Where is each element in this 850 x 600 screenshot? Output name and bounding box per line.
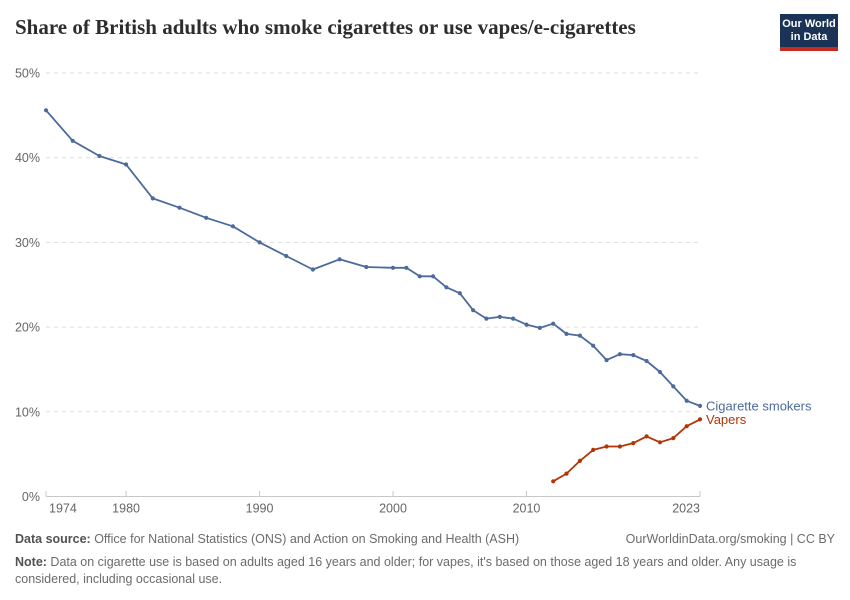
y-axis-tick-label: 40% bbox=[15, 151, 40, 165]
series-point-vapers bbox=[644, 434, 649, 439]
series-point-cigarette-smokers bbox=[457, 291, 462, 296]
y-axis-tick-label: 50% bbox=[15, 67, 40, 81]
series-point-cigarette-smokers bbox=[657, 369, 663, 375]
series-point-cigarette-smokers bbox=[257, 240, 262, 245]
series-point-cigarette-smokers bbox=[390, 265, 396, 270]
series-point-cigarette-smokers bbox=[497, 314, 502, 319]
series-point-cigarette-smokers bbox=[671, 384, 676, 389]
owid-license-link[interactable]: OurWorldinData.org/smoking | CC BY bbox=[625, 532, 835, 546]
series-point-vapers bbox=[577, 458, 583, 463]
series-line-vapers bbox=[552, 418, 701, 483]
series-point-cigarette-smokers bbox=[510, 316, 516, 321]
series-point-cigarette-smokers bbox=[444, 285, 449, 290]
x-axis-tick-label: 2023 bbox=[672, 502, 700, 516]
owid-logo-line2: in Data bbox=[790, 31, 828, 43]
series-label-cigarette-smokers[interactable]: Cigarette smokers bbox=[706, 398, 812, 413]
series-point-cigarette-smokers bbox=[537, 325, 542, 330]
y-axis-tick-label: 30% bbox=[15, 236, 40, 250]
x-axis-tick-label: 1980 bbox=[112, 502, 140, 516]
series-point-cigarette-smokers bbox=[631, 353, 636, 358]
series-point-vapers bbox=[604, 444, 609, 449]
series-point-cigarette-smokers bbox=[431, 274, 436, 279]
series-point-vapers bbox=[551, 479, 556, 484]
series-point-cigarette-smokers bbox=[617, 352, 623, 357]
chart-note: Note: Data on cigarette use is based on … bbox=[15, 554, 827, 588]
series-point-cigarette-smokers bbox=[230, 224, 235, 229]
data-source-line: Data source: Office for National Statist… bbox=[15, 531, 519, 548]
series-point-cigarette-smokers bbox=[484, 316, 489, 321]
series-point-vapers bbox=[697, 417, 703, 422]
x-axis-tick-label: 2010 bbox=[513, 502, 541, 516]
series-point-cigarette-smokers bbox=[684, 398, 689, 403]
data-source-text: Office for National Statistics (ONS) and… bbox=[90, 532, 520, 546]
series-point-cigarette-smokers bbox=[204, 215, 209, 220]
series-point-cigarette-smokers bbox=[471, 308, 476, 313]
series-point-cigarette-smokers bbox=[97, 153, 102, 159]
series-point-cigarette-smokers bbox=[564, 331, 569, 336]
y-axis-tick-label: 0% bbox=[22, 490, 40, 504]
series-point-cigarette-smokers bbox=[150, 196, 155, 201]
x-axis-tick-label: 2000 bbox=[379, 502, 407, 516]
series-point-cigarette-smokers bbox=[417, 274, 422, 279]
series-point-vapers bbox=[591, 447, 596, 452]
note-label: Note: bbox=[15, 555, 47, 569]
line-chart-plot[interactable]: 0% 10% 20% 30% 40% 50% 1974 1980 1990 2000 2010 202… bbox=[0, 0, 850, 528]
y-axis-tick-label: 10% bbox=[15, 405, 40, 419]
series-point-vapers bbox=[657, 440, 663, 445]
data-source-label: Data source: bbox=[15, 532, 91, 546]
series-line-cigarette-smokers bbox=[45, 109, 701, 407]
note-text: Data on cigarette use is based on adults… bbox=[15, 555, 797, 586]
series-point-cigarette-smokers bbox=[70, 138, 75, 143]
series-point-vapers bbox=[671, 436, 676, 441]
series-label-vapers[interactable]: Vapers bbox=[706, 412, 747, 427]
series-point-cigarette-smokers bbox=[551, 321, 556, 326]
series-point-cigarette-smokers bbox=[124, 162, 129, 167]
x-axis-tick-label: 1990 bbox=[246, 502, 274, 516]
series-point-cigarette-smokers bbox=[524, 322, 529, 327]
owid-logo[interactable]: Our World in Data bbox=[780, 14, 838, 51]
series-point-cigarette-smokers bbox=[404, 265, 409, 270]
series-point-cigarette-smokers bbox=[644, 358, 649, 364]
series-point-cigarette-smokers bbox=[604, 358, 609, 363]
series-point-cigarette-smokers bbox=[177, 205, 182, 210]
series-point-cigarette-smokers bbox=[697, 403, 703, 408]
series-point-cigarette-smokers bbox=[284, 253, 289, 259]
series-point-cigarette-smokers bbox=[310, 267, 315, 272]
page-title: Share of British adults who smoke cigare… bbox=[15, 15, 636, 39]
y-axis-tick-label: 20% bbox=[15, 321, 40, 335]
series-point-cigarette-smokers bbox=[337, 257, 342, 262]
chart-footer: Data source: Office for National Statist… bbox=[15, 531, 835, 588]
series-point-cigarette-smokers bbox=[43, 108, 49, 113]
series-point-vapers bbox=[631, 441, 636, 446]
series-point-cigarette-smokers bbox=[577, 333, 583, 338]
series-point-vapers bbox=[684, 424, 689, 429]
series-point-cigarette-smokers bbox=[364, 264, 369, 270]
owid-logo-line1: Our World bbox=[782, 18, 836, 30]
series-point-vapers bbox=[617, 444, 623, 449]
x-axis-tick-label: 1974 bbox=[49, 502, 77, 516]
series-point-cigarette-smokers bbox=[591, 343, 596, 348]
series-point-vapers bbox=[564, 471, 569, 476]
